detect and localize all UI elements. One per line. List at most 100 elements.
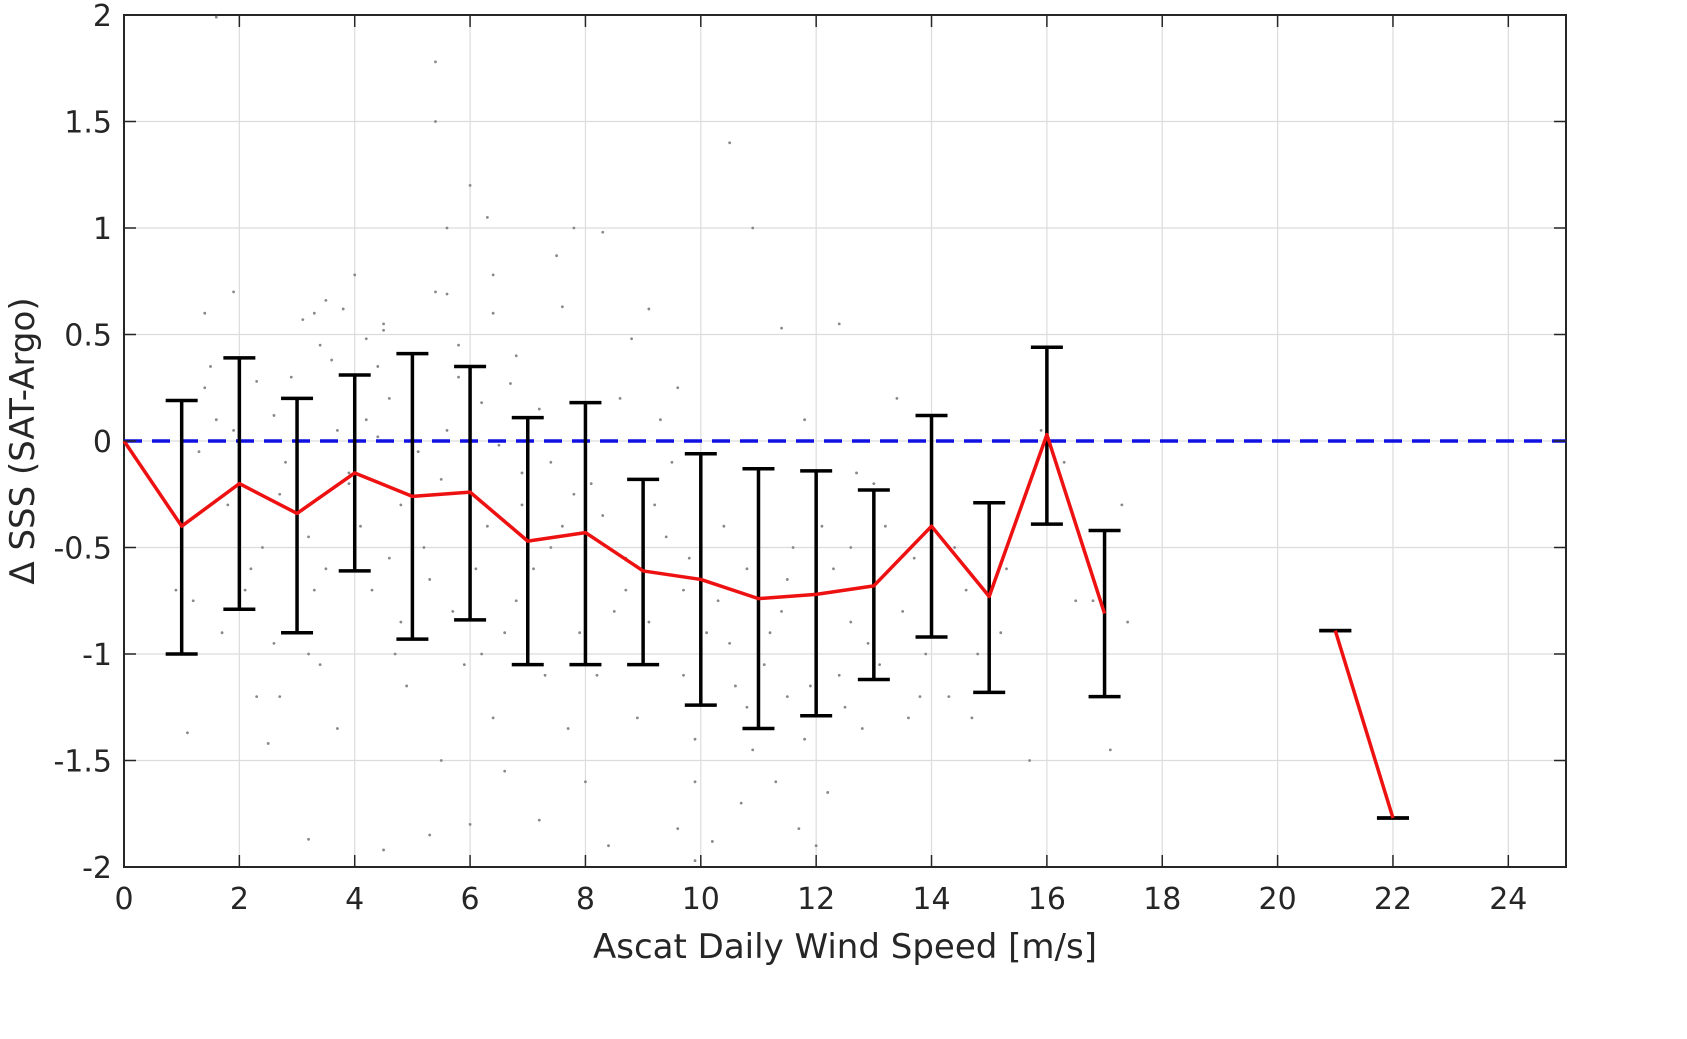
scatter-point bbox=[393, 652, 397, 656]
scatter-point bbox=[1039, 428, 1043, 432]
scatter-point bbox=[336, 428, 339, 432]
scatter-point bbox=[434, 60, 437, 64]
scatter-point bbox=[341, 307, 345, 311]
scatter-point bbox=[364, 337, 368, 341]
scatter-point bbox=[203, 311, 207, 315]
scatter-point bbox=[445, 292, 449, 296]
scatter-point bbox=[918, 695, 922, 698]
scatter-point bbox=[278, 492, 282, 496]
scatter-point bbox=[566, 727, 570, 730]
scatter-point bbox=[359, 524, 362, 528]
scatter-point bbox=[532, 567, 535, 571]
scatter-point bbox=[491, 716, 495, 720]
scatter-point bbox=[468, 184, 472, 187]
scatter-point bbox=[543, 673, 547, 677]
scatter-point bbox=[872, 482, 876, 485]
scatter-point bbox=[785, 695, 789, 698]
scatter-point bbox=[243, 588, 247, 592]
scatter-point bbox=[491, 273, 495, 277]
x-tick-label: 2 bbox=[230, 882, 249, 917]
scatter-point bbox=[480, 652, 484, 656]
scatter-point bbox=[272, 641, 276, 645]
scatter-point bbox=[307, 837, 310, 841]
scatter-point bbox=[762, 663, 766, 667]
scatter-point bbox=[745, 705, 749, 709]
scatter-point bbox=[607, 844, 610, 848]
scatter-point bbox=[728, 641, 732, 645]
scatter-point bbox=[1074, 599, 1078, 603]
x-tick-label: 4 bbox=[345, 882, 364, 917]
scatter-point bbox=[226, 503, 230, 507]
scatter-point bbox=[364, 418, 368, 422]
scatter-point bbox=[203, 386, 207, 390]
scatter-point bbox=[347, 482, 351, 485]
y-tick-label: 0.5 bbox=[64, 319, 112, 354]
scatter-point bbox=[278, 695, 282, 698]
scatter-point bbox=[214, 15, 218, 19]
scatter-point bbox=[1028, 759, 1031, 762]
scatter-point bbox=[785, 578, 789, 581]
scatter-point bbox=[843, 705, 847, 709]
y-axis-ticks: -2 -1.5 -1 -0.5 0 0.5 1 1.5 2 bbox=[53, 0, 1566, 886]
scatter-point bbox=[428, 833, 432, 837]
scatter-point bbox=[584, 780, 587, 784]
scatter-point bbox=[434, 290, 437, 294]
x-axis-label: Ascat Daily Wind Speed [m/s] bbox=[593, 927, 1097, 967]
scatter-point bbox=[312, 311, 316, 315]
x-axis-ticks: 0 2 4 6 8 10 12 14 16 18 20 22 24 bbox=[114, 15, 1527, 917]
scatter-point bbox=[676, 386, 680, 390]
scatter-point bbox=[468, 823, 472, 826]
y-tick-label: -0.5 bbox=[53, 532, 112, 567]
error-bar bbox=[281, 396, 314, 635]
scatter-point bbox=[555, 254, 558, 258]
scatter-point bbox=[330, 358, 334, 362]
scatter-point bbox=[318, 343, 322, 347]
scatter-point bbox=[797, 827, 801, 831]
scatter-point bbox=[751, 748, 755, 752]
x-tick-label: 16 bbox=[1028, 882, 1066, 917]
x-tick-label: 8 bbox=[576, 882, 595, 917]
scatter-point bbox=[849, 546, 853, 549]
scatter-point bbox=[849, 620, 853, 624]
scatter-point bbox=[589, 482, 593, 485]
scatter-point bbox=[803, 737, 807, 741]
scatter-point bbox=[462, 663, 466, 667]
scatter-point bbox=[503, 769, 507, 773]
scatter-point bbox=[347, 471, 351, 475]
scatter-point bbox=[376, 365, 380, 368]
scatter-point bbox=[953, 546, 956, 549]
scatter-point bbox=[439, 477, 443, 481]
scatter-point bbox=[739, 801, 743, 805]
scatter-point bbox=[232, 428, 235, 432]
scatter-point bbox=[572, 492, 576, 496]
y-tick-label: -1 bbox=[82, 638, 112, 673]
scatter-point bbox=[497, 443, 501, 447]
x-tick-label: 6 bbox=[461, 882, 480, 917]
scatter-point bbox=[820, 524, 824, 528]
scatter-point bbox=[710, 840, 714, 843]
scatter-point bbox=[318, 663, 322, 667]
scatter-point bbox=[382, 328, 385, 332]
scatter-point bbox=[572, 226, 576, 230]
scatter-point bbox=[901, 610, 905, 613]
scatter-point bbox=[480, 401, 484, 405]
scatter-point bbox=[301, 318, 305, 321]
scatter-point bbox=[826, 791, 830, 794]
scatter-point bbox=[653, 503, 657, 507]
scatter-point bbox=[687, 556, 691, 560]
scatter-point bbox=[549, 460, 553, 464]
scatter-point bbox=[780, 610, 783, 613]
scatter-point bbox=[601, 514, 605, 517]
scatter-point bbox=[485, 524, 489, 528]
y-tick-label: -2 bbox=[82, 851, 112, 886]
scatter-point bbox=[970, 716, 974, 720]
scatter-point bbox=[191, 599, 195, 603]
scatter-point bbox=[635, 716, 639, 720]
scatter-point bbox=[647, 307, 651, 311]
scatter-point bbox=[387, 556, 391, 560]
scatter-point bbox=[537, 407, 541, 411]
y-tick-label: 0 bbox=[93, 425, 112, 460]
scatter-point bbox=[947, 695, 951, 698]
x-tick-label: 24 bbox=[1489, 882, 1527, 917]
scatter-point bbox=[428, 578, 432, 581]
